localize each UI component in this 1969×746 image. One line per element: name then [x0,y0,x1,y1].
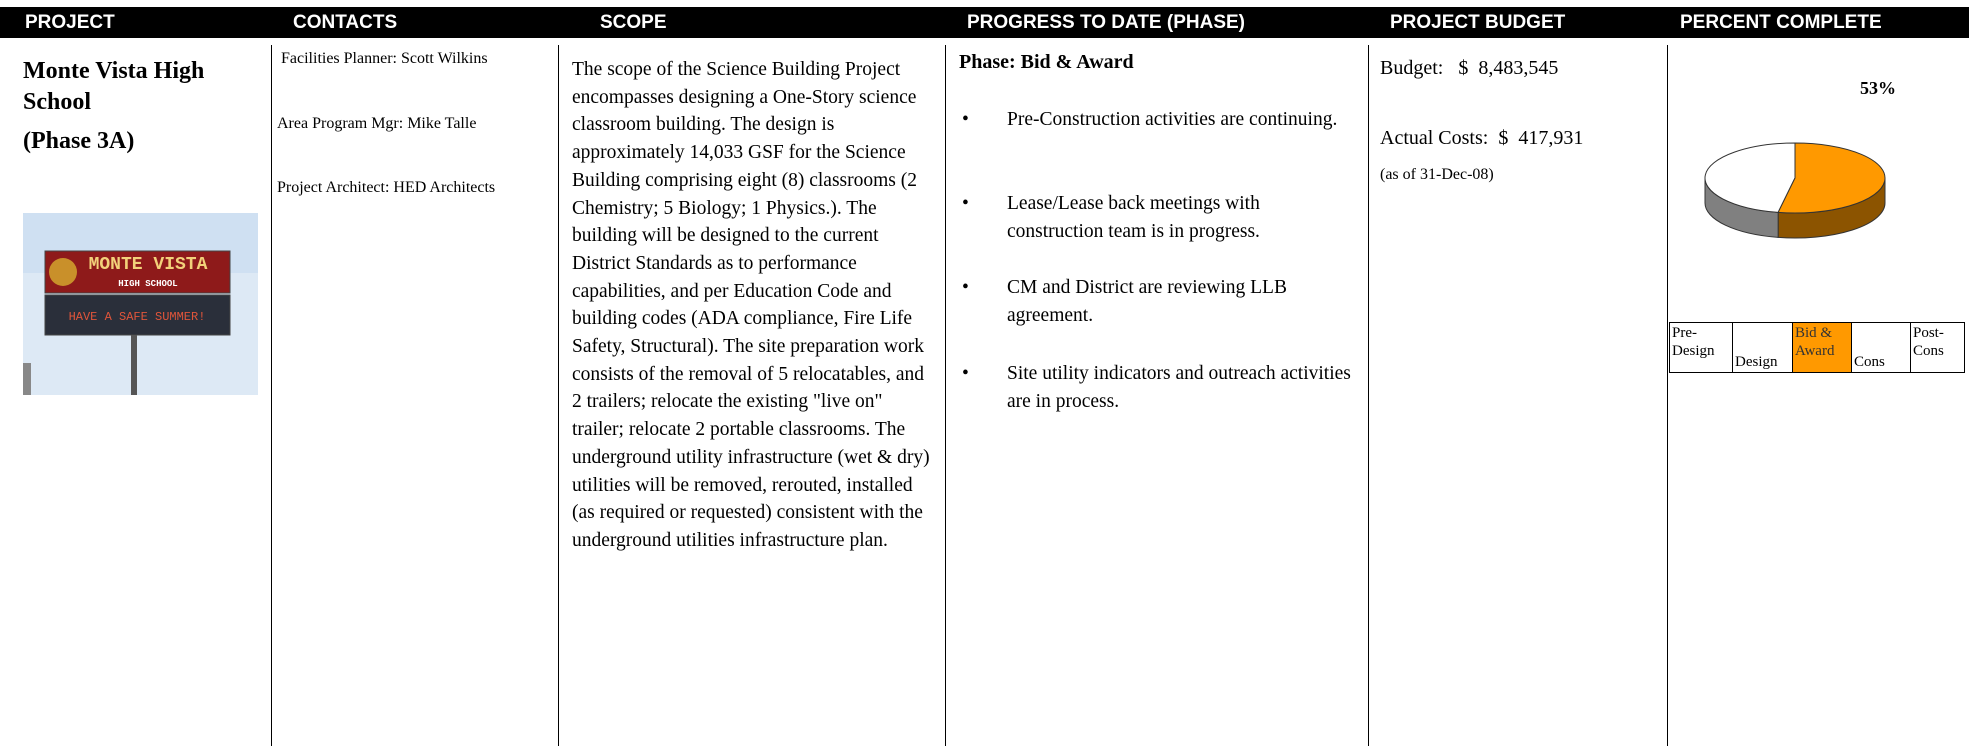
pie-part [1704,142,1796,213]
budget: Budget: $ 8,483,545 [1380,57,1559,79]
column-border [1667,45,1668,746]
project-name: School [23,89,92,115]
pie-slice [1777,142,1886,214]
phase-cell: Post- Cons [1910,322,1965,373]
header: PROJECT [25,12,115,33]
header: PROJECT BUDGET [1390,12,1566,33]
column-border [945,45,946,746]
header: SCOPE [600,12,667,33]
header: PERCENT COMPLETE [1680,12,1882,33]
phase-cell: Cons [1851,322,1911,373]
progress-item: CM and District are reviewing LLB agreem… [962,274,1357,330]
scope-text: The scope of the Science Building Projec… [572,59,930,551]
progress-item: Pre-Construction activities are continui… [962,106,1357,134]
progress-item: Site utility indicators and outreach act… [962,360,1357,416]
column-border [558,45,559,746]
sign-text: HAVE A SAFE SUMMER! [69,310,206,324]
phase-cell: Design [1732,322,1793,373]
phase-cell: Pre- Design [1669,322,1733,373]
pie-chart [1704,142,1886,239]
percent-label: 53% [1860,78,1896,98]
header: PROGRESS TO DATE (PHASE) [967,12,1245,33]
progress-item: Lease/Lease back meetings with construct… [962,190,1357,246]
phase-cell: Bid & Award [1792,322,1852,373]
sign-text: MONTE VISTA [89,255,208,275]
actual-costs: Actual Costs: $ 417,931 [1380,127,1584,149]
phase-title: Phase: Bid & Award [959,51,1134,73]
contact: Project Architect: HED Architects [277,179,496,196]
column-border [271,45,272,746]
contact: Facilities Planner: Scott Wilkins [281,50,488,67]
contact: Area Program Mgr: Mike Talle [277,115,477,132]
header: CONTACTS [293,12,398,33]
sign-text: HIGH SCHOOL [118,279,177,289]
project-name: Monte Vista High [23,58,205,84]
project-photo: MONTE VISTA HIGH SCHOOL HAVE A SAFE SUMM… [23,213,258,395]
project-phase: (Phase 3A) [23,128,135,154]
header-bar: PROJECT CONTACTS SCOPE PROGRESS TO DATE … [0,7,1969,38]
as-of: (as of 31-Dec-08) [1380,166,1494,183]
column-border [1368,45,1369,746]
